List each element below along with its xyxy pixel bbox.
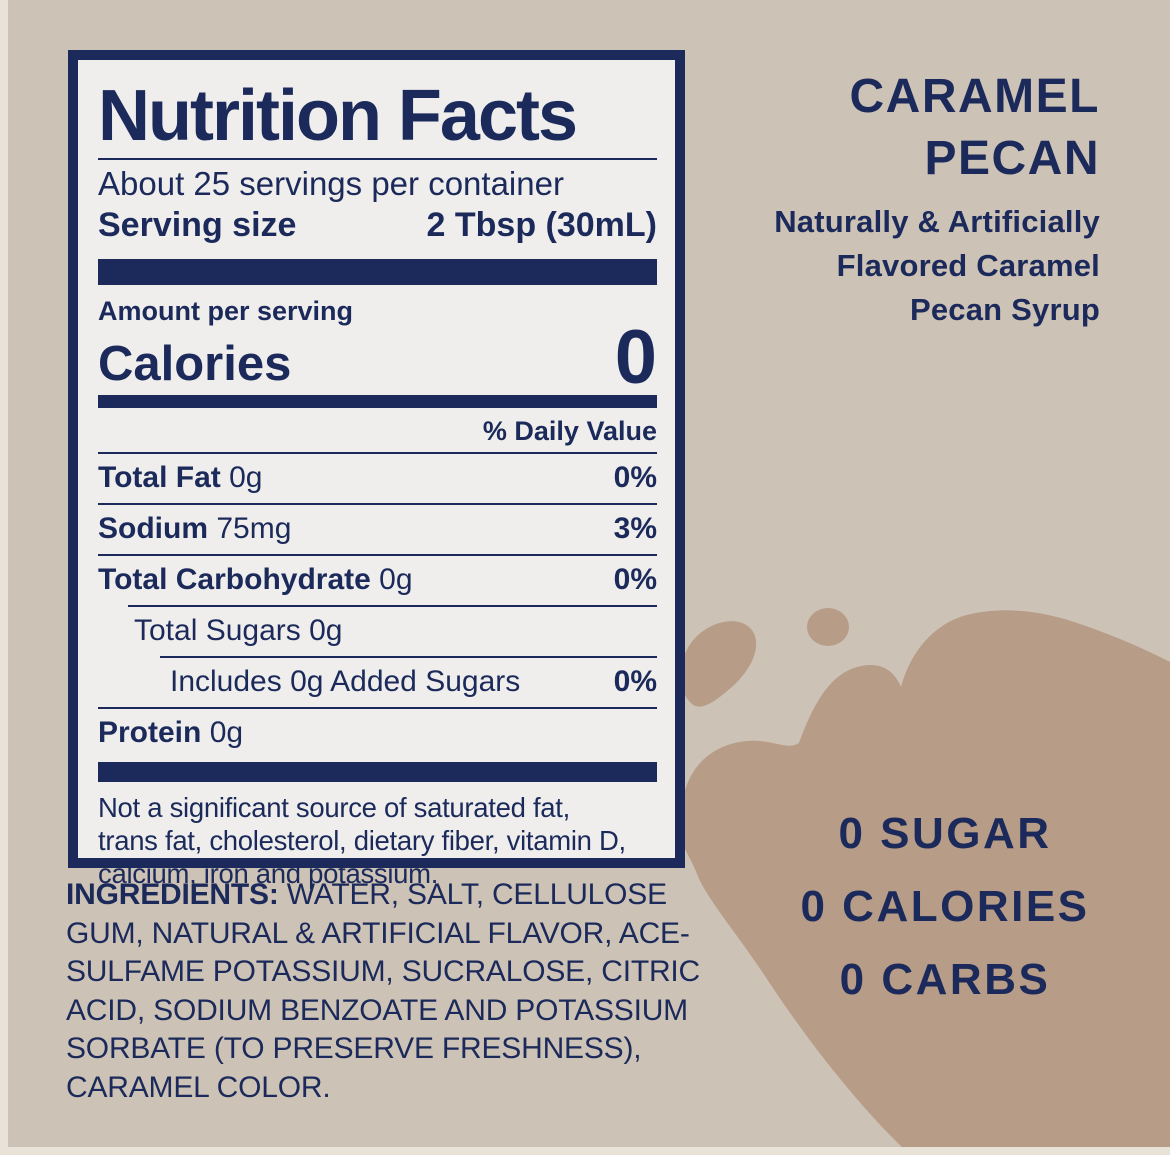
nutrient-row: Total Sugars 0g [128,605,657,656]
nutrient-amount: 0g [220,461,263,495]
splash-main-blob [681,610,1170,1148]
nutrient-amount: 0g [201,716,244,750]
servings-per-container: About 25 servings per container [98,165,564,203]
nutrient-amount: 75mg [208,512,292,546]
ingredients-line: ACID, SODIUM BENZOATE AND POTASSIUM [66,993,688,1027]
nutrition-facts-title: Nutrition Facts [98,76,578,156]
flavor-heading-block: CARAMEL PECAN Naturally & Artificially Fl… [774,66,1100,332]
flavor-subtitle: Naturally & Artificially Flavored Caramel… [774,200,1100,332]
serving-size-row: Serving size 2 Tbsp (30mL) [98,206,657,245]
calories-value: 0 [614,314,657,400]
nutrient-name-group: Total Sugars 0g [128,614,342,648]
flavor-subtitle-line: Flavored Caramel [836,248,1100,283]
ingredients-line: GUM, NATURAL & ARTIFICIAL FLAVOR, ACE- [66,916,690,950]
nutrient-daily-value: 0% [613,665,657,699]
nutrient-row: Protein 0g [98,707,657,758]
daily-value-header: % Daily Value [482,416,657,447]
flavor-subtitle-line: Naturally & Artificially [774,204,1100,239]
footnote-line: Not a significant source of saturated fa… [98,792,570,824]
flavor-title-line1: CARAMEL [849,70,1100,123]
ingredients-heading: INGREDIENTS: [66,878,279,911]
splash-droplet [807,608,849,646]
nutrient-amount: 0g [300,614,343,648]
nutrient-daily-value: 0% [613,461,657,495]
nutrient-row: Total Carbohydrate 0g 0% [98,554,657,605]
mid-divider [98,395,657,409]
title-divider [98,158,657,161]
amount-per-serving-label: Amount per serving [98,296,354,327]
claims-block: 0 SUGAR 0 CALORIES 0 CARBS [700,797,1170,1016]
nutrient-name: Sodium [98,512,208,546]
flavor-subtitle-line: Pecan Syrup [909,292,1100,327]
thick-divider-top [98,259,657,286]
ingredients-line: CARAMEL COLOR. [66,1070,331,1104]
serving-size-value: 2 Tbsp (30mL) [426,206,657,245]
nutrient-row: Sodium 75mg 3% [98,503,657,554]
nutrient-amount: 0g [370,563,413,597]
calories-row: Calories 0 [98,314,657,400]
nutrient-daily-value: 0% [613,563,657,597]
ingredients-line-text: WATER, SALT, CELLULOSE [278,878,667,911]
bottom-edge-strip [0,1147,1170,1155]
claim-line: 0 CALORIES [800,882,1090,931]
nutrient-name: Total Fat [98,461,221,495]
nutrient-name-group: Includes 0g Added Sugars [160,665,520,699]
nutrient-name-group: Total Fat 0g [98,461,263,495]
calories-label: Calories [98,337,292,392]
ingredients-line: INGREDIENTS: WATER, SALT, CELLULOSE [66,876,746,915]
nutrient-rows: Total Fat 0g 0% Sodium 75mg 3% Total Carbohy… [98,452,657,758]
footnote-line: trans fat, cholesterol, dietary fiber, v… [98,825,626,857]
nutrient-name-group: Protein 0g [98,716,243,750]
nutrient-name: Total Carbohydrate [98,563,371,597]
nutrient-name-group: Sodium 75mg [98,512,291,546]
serving-size-label: Serving size [98,206,297,245]
claim-line: 0 SUGAR [838,809,1052,858]
ingredients-line: SULFAME POTASSIUM, SUCRALOSE, CITRIC [66,955,701,988]
nutrient-row: Total Fat 0g 0% [98,452,657,503]
nutrient-name: Protein [98,716,202,750]
splash-tongue [680,621,757,707]
left-edge-strip [0,0,8,1155]
claim-line: 0 CARBS [839,955,1051,1004]
nutrient-row: Includes 0g Added Sugars 0% [160,656,657,707]
flavor-title-line2: PECAN [924,132,1100,185]
footnote-line: calcium, iron and potassium. [98,858,439,890]
nutrition-facts-label: Nutrition Facts About 25 servings per co… [68,50,685,889]
nutrient-name-group: Total Carbohydrate 0g [98,563,413,597]
nutrient-name: Total Sugars [134,614,301,648]
nutrient-daily-value: 3% [613,512,657,546]
ingredients-text: INGREDIENTS: WATER, SALT, CELLULOSE GUM, … [66,876,746,1107]
thick-divider-bottom [98,762,657,783]
ingredients-line: SORBATE (TO PRESERVE FRESHNESS), [66,1032,642,1065]
nutrient-name: Includes 0g Added Sugars [170,665,521,699]
footnote: Not a significant source of saturated fa… [98,791,657,890]
